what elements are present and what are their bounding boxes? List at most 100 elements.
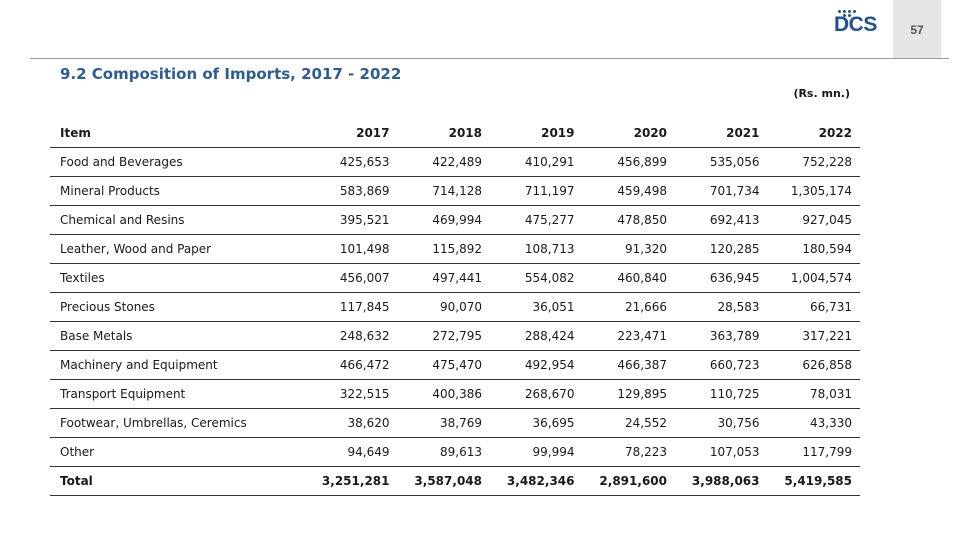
table-cell: 469,994	[397, 205, 490, 235]
table-cell: 36,051	[490, 292, 583, 322]
row-label: Footwear, Umbrellas, Ceremics	[50, 408, 305, 438]
table-cell: 117,799	[767, 437, 860, 467]
table-cell: 30,756	[675, 408, 768, 438]
table-cell: 115,892	[397, 234, 490, 264]
row-label: Leather, Wood and Paper	[50, 234, 305, 264]
table-cell: 108,713	[490, 234, 583, 264]
table-cell: 927,045	[767, 205, 860, 235]
table-row: Transport Equipment 322,515 400,386 268,670…	[50, 379, 860, 409]
units-label: (Rs. mn.)	[793, 87, 850, 100]
table-cell: 692,413	[675, 205, 768, 235]
table-cell: 410,291	[490, 147, 583, 177]
table-cell: 117,845	[305, 292, 398, 322]
table-cell: 43,330	[767, 408, 860, 438]
column-header: 2019	[490, 119, 583, 148]
table-cell: 626,858	[767, 350, 860, 380]
table-cell: 38,769	[397, 408, 490, 438]
table-cell: 322,515	[305, 379, 398, 409]
row-label: Food and Beverages	[50, 147, 305, 177]
table-cell: 636,945	[675, 263, 768, 293]
column-header: Item	[50, 119, 305, 148]
table-row: Chemical and Resins 395,521 469,994 475,277…	[50, 205, 860, 235]
row-label: Total	[50, 466, 305, 496]
table-row: Base Metals 248,632 272,795 288,424 223,471 3…	[50, 321, 860, 351]
table-cell: 456,007	[305, 263, 398, 293]
logo-text: DCS	[834, 13, 877, 36]
column-header: 2018	[397, 119, 490, 148]
row-label: Textiles	[50, 263, 305, 293]
table-cell: 99,994	[490, 437, 583, 467]
table-cell: 3,988,063	[675, 466, 768, 496]
table-cell: 492,954	[490, 350, 583, 380]
column-header: 2022	[767, 119, 860, 148]
table-cell: 107,053	[675, 437, 768, 467]
table-cell: 268,670	[490, 379, 583, 409]
row-label: Transport Equipment	[50, 379, 305, 409]
table-cell: 363,789	[675, 321, 768, 351]
table-cell: 90,070	[397, 292, 490, 322]
table-cell: 24,552	[582, 408, 675, 438]
total-row: Total 3,251,281 3,587,048 3,482,346 2,891,60…	[50, 466, 860, 496]
table-row: Food and Beverages 425,653 422,489 410,291 4…	[50, 147, 860, 177]
table-cell: 28,583	[675, 292, 768, 322]
table-cell: 272,795	[397, 321, 490, 351]
table-cell: 422,489	[397, 147, 490, 177]
page-title: 9.2 Composition of Imports, 2017 - 2022	[60, 65, 402, 83]
table-cell: 425,653	[305, 147, 398, 177]
table-cell: 101,498	[305, 234, 398, 264]
dcs-logo: DCS	[834, 10, 878, 36]
table-cell: 554,082	[490, 263, 583, 293]
table-row: Footwear, Umbrellas, Ceremics 38,620 38,76…	[50, 408, 860, 438]
table-cell: 78,031	[767, 379, 860, 409]
table-cell: 711,197	[490, 176, 583, 206]
row-label: Mineral Products	[50, 176, 305, 206]
row-label: Machinery and Equipment	[50, 350, 305, 380]
table-row: Textiles 456,007 497,441 554,082 460,840 636,…	[50, 263, 860, 293]
table-cell: 3,482,346	[490, 466, 583, 496]
table-cell: 21,666	[582, 292, 675, 322]
table-cell: 1,004,574	[767, 263, 860, 293]
table-cell: 66,731	[767, 292, 860, 322]
table-cell: 3,251,281	[305, 466, 398, 496]
table-cell: 459,498	[582, 176, 675, 206]
table-cell: 3,587,048	[397, 466, 490, 496]
table-cell: 180,594	[767, 234, 860, 264]
table-cell: 5,419,585	[767, 466, 860, 496]
table-cell: 475,470	[397, 350, 490, 380]
table-body: Food and Beverages 425,653 422,489 410,291 4…	[50, 147, 860, 496]
table-cell: 78,223	[582, 437, 675, 467]
table-cell: 466,472	[305, 350, 398, 380]
row-label: Precious Stones	[50, 292, 305, 322]
table-row: Mineral Products 583,869 714,128 711,197 459…	[50, 176, 860, 206]
row-label: Chemical and Resins	[50, 205, 305, 235]
table-row: Precious Stones 117,845 90,070 36,051 21,666…	[50, 292, 860, 322]
header-divider	[30, 58, 949, 59]
table-cell: 583,869	[305, 176, 398, 206]
table-cell: 120,285	[675, 234, 768, 264]
page-number: 57	[893, 0, 941, 59]
table-cell: 475,277	[490, 205, 583, 235]
row-label: Base Metals	[50, 321, 305, 351]
table-cell: 288,424	[490, 321, 583, 351]
table-cell: 400,386	[397, 379, 490, 409]
column-header: 2020	[582, 119, 675, 148]
table-cell: 110,725	[675, 379, 768, 409]
table-cell: 466,387	[582, 350, 675, 380]
column-header: 2021	[675, 119, 768, 148]
table-cell: 94,649	[305, 437, 398, 467]
table-row: Machinery and Equipment 466,472 475,470 492…	[50, 350, 860, 380]
table-cell: 248,632	[305, 321, 398, 351]
table-cell: 1,305,174	[767, 176, 860, 206]
table-cell: 36,695	[490, 408, 583, 438]
table-row: Leather, Wood and Paper 101,498 115,892 108…	[50, 234, 860, 264]
table-cell: 460,840	[582, 263, 675, 293]
table-cell: 752,228	[767, 147, 860, 177]
table-row: Other 94,649 89,613 99,994 78,223 107,053 117,…	[50, 437, 860, 467]
table-cell: 497,441	[397, 263, 490, 293]
table-cell: 535,056	[675, 147, 768, 177]
table-cell: 38,620	[305, 408, 398, 438]
table-cell: 223,471	[582, 321, 675, 351]
table-cell: 701,734	[675, 176, 768, 206]
table-cell: 714,128	[397, 176, 490, 206]
imports-table: Item 2017 2018 2019 2020 2021 2022 Food …	[50, 119, 860, 496]
